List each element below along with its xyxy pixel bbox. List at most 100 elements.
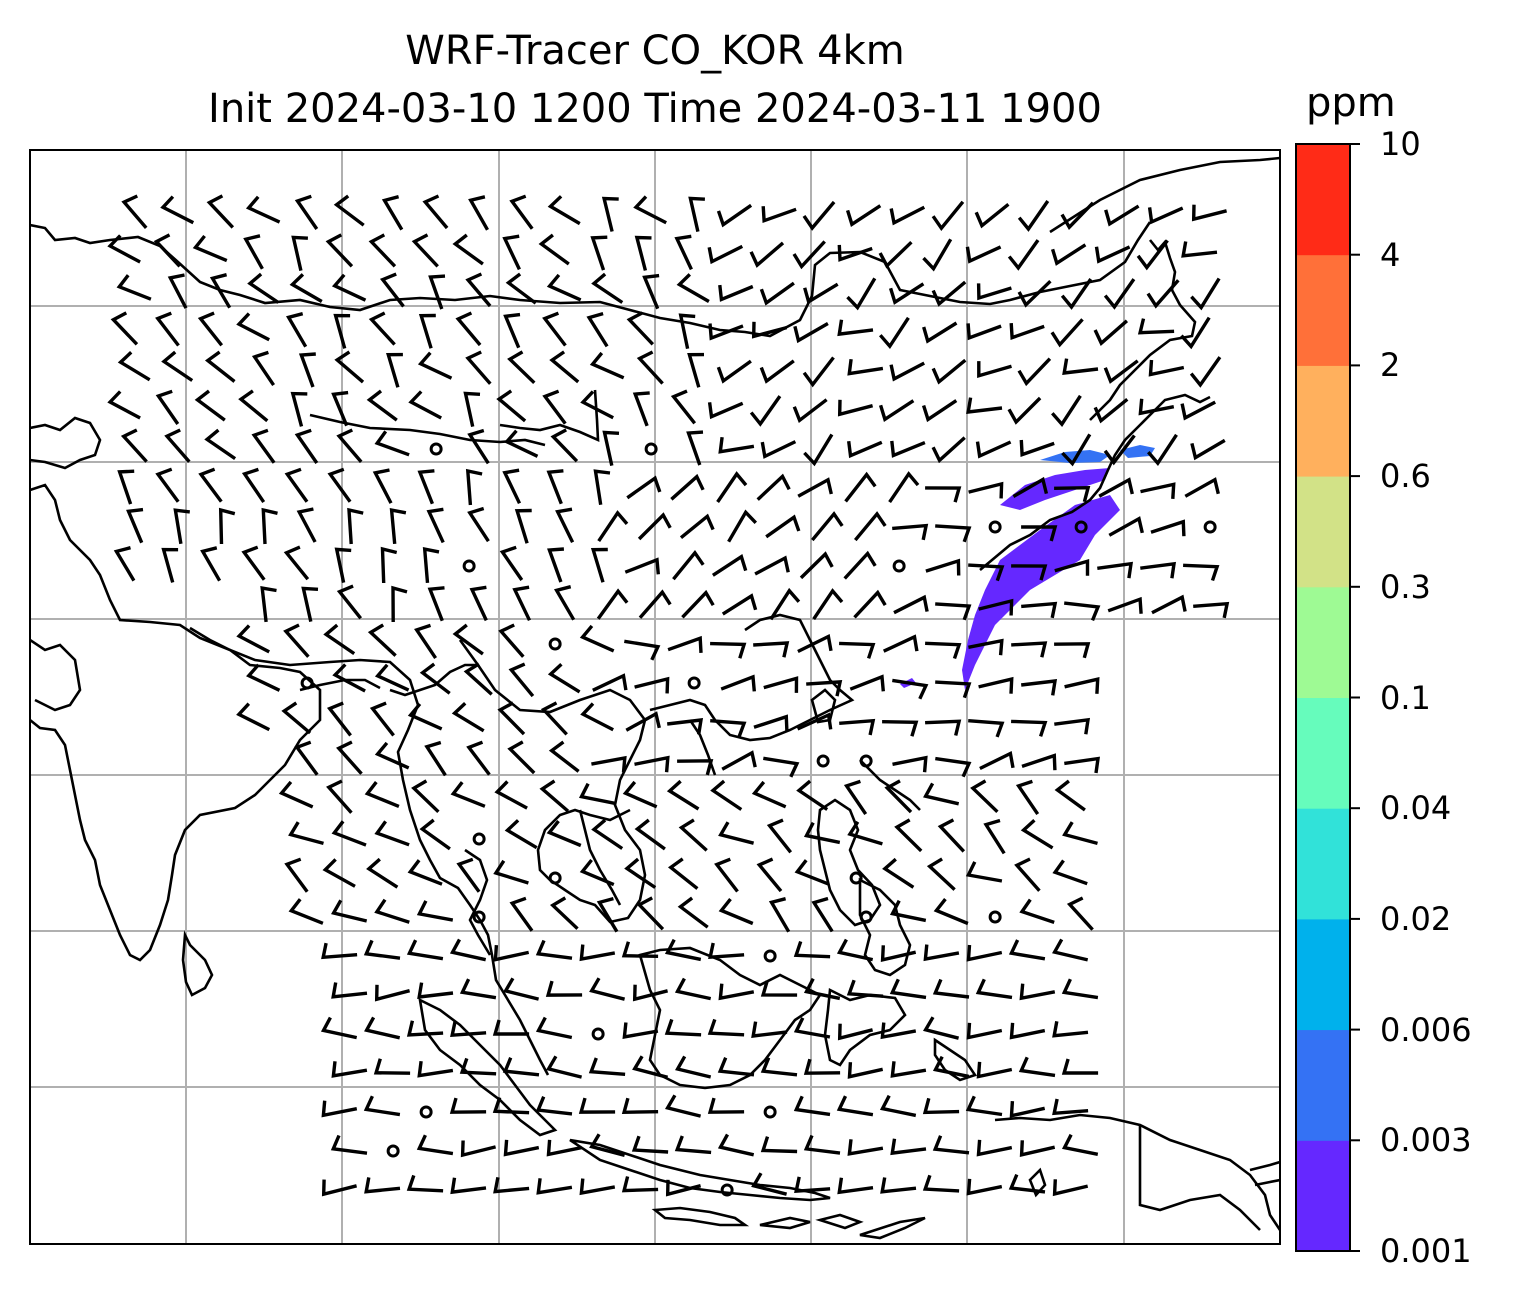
wind-barb-69 bbox=[846, 277, 877, 311]
wind-barb-160 bbox=[294, 428, 319, 464]
wind-barb-63 bbox=[591, 272, 624, 304]
wind-barb-266 bbox=[812, 588, 844, 621]
wind-barb-50 bbox=[1136, 239, 1169, 271]
wind-barb-200 bbox=[968, 481, 1004, 499]
wind-barb-8 bbox=[468, 195, 489, 231]
wind-barb-65 bbox=[676, 273, 710, 303]
calm-marker-21 bbox=[763, 1105, 777, 1119]
wind-barb-351 bbox=[326, 779, 353, 814]
colorbar-segment-6 bbox=[1296, 476, 1350, 588]
colorbar-segment-1 bbox=[1296, 1029, 1350, 1141]
wind-barb-457 bbox=[406, 1020, 444, 1037]
wind-barb-188 bbox=[465, 468, 483, 506]
wind-barb-431 bbox=[836, 938, 874, 962]
wind-barb-314 bbox=[281, 701, 312, 735]
wind-barb-423 bbox=[449, 938, 487, 962]
wind-barb-367 bbox=[1015, 779, 1040, 816]
wind-barb-317 bbox=[407, 702, 443, 731]
wind-barb-377 bbox=[678, 818, 708, 852]
wind-barb-28 bbox=[192, 234, 228, 263]
wind-barb-17 bbox=[845, 204, 882, 227]
wind-barb-31 bbox=[325, 233, 354, 268]
wind-barb-42 bbox=[792, 240, 826, 270]
wind-barb-29 bbox=[243, 234, 264, 270]
calm-marker-3 bbox=[1074, 520, 1088, 534]
wind-barb-12 bbox=[633, 195, 667, 225]
wind-barb-246 bbox=[925, 558, 961, 576]
wind-barb-149 bbox=[921, 399, 958, 423]
wind-barb-371 bbox=[374, 820, 410, 847]
wind-barb-415 bbox=[811, 896, 834, 933]
wind-barb-418 bbox=[1019, 898, 1055, 925]
wind-barb-295 bbox=[246, 663, 281, 692]
wind-barb-401 bbox=[965, 861, 1003, 883]
colorbar-tick-label: 0.6 bbox=[1380, 457, 1431, 496]
wind-barb-5 bbox=[333, 194, 365, 227]
wind-barb-258 bbox=[469, 585, 488, 622]
wind-barb-232 bbox=[241, 545, 266, 581]
wind-barb-353 bbox=[411, 779, 440, 814]
wind-barb-530 bbox=[621, 1176, 659, 1193]
wind-barb-59 bbox=[428, 274, 446, 310]
wind-barb-515 bbox=[760, 1136, 798, 1154]
wind-barb-125 bbox=[1017, 357, 1052, 387]
wind-barb-70 bbox=[888, 282, 925, 305]
wind-barb-370 bbox=[331, 820, 367, 847]
wind-barb-229 bbox=[113, 546, 136, 582]
wind-barb-299 bbox=[463, 662, 493, 696]
colorbar-segment-0 bbox=[1296, 1140, 1350, 1252]
wind-barb-429 bbox=[708, 942, 745, 960]
wind-barb-471 bbox=[1052, 1020, 1089, 1038]
wind-barb-227 bbox=[1108, 516, 1144, 537]
wind-barb-487 bbox=[976, 1061, 1013, 1079]
wind-barb-237 bbox=[499, 545, 524, 581]
wind-barb-204 bbox=[1140, 482, 1176, 500]
wind-barb-525 bbox=[406, 1174, 444, 1193]
wind-barb-86 bbox=[455, 311, 482, 347]
wind-barb-21 bbox=[1017, 200, 1050, 232]
wind-barb-131 bbox=[155, 389, 180, 425]
wind-barb-222 bbox=[810, 511, 844, 542]
wind-barb-7 bbox=[422, 194, 449, 230]
wind-barb-524 bbox=[364, 1177, 401, 1194]
wind-barb-405 bbox=[331, 899, 368, 923]
wind-barb-485 bbox=[890, 1061, 927, 1078]
wind-barb-511 bbox=[589, 1133, 626, 1157]
wind-barb-261 bbox=[596, 588, 629, 620]
wind-barb-331 bbox=[1011, 719, 1048, 737]
wind-barb-223 bbox=[853, 511, 887, 542]
wind-barb-475 bbox=[459, 1057, 497, 1076]
wind-barb-239 bbox=[590, 547, 608, 583]
wind-barb-57 bbox=[331, 273, 367, 302]
wind-barb-337 bbox=[466, 740, 491, 776]
wind-barb-376 bbox=[634, 818, 666, 851]
wind-barb-396 bbox=[714, 857, 739, 893]
wind-barb-61 bbox=[505, 272, 537, 305]
wind-barb-278 bbox=[323, 623, 356, 656]
wind-barb-417 bbox=[933, 898, 969, 926]
wind-barb-397 bbox=[756, 857, 783, 893]
wind-barb-263 bbox=[681, 589, 715, 619]
wind-barb-437 bbox=[331, 982, 368, 999]
wind-barb-117 bbox=[687, 352, 705, 388]
wind-barb-253 bbox=[260, 586, 277, 623]
wind-barb-39 bbox=[674, 234, 693, 271]
wind-barb-435 bbox=[1008, 939, 1046, 961]
wind-barb-473 bbox=[373, 1058, 411, 1075]
wind-barb-102 bbox=[1137, 318, 1175, 335]
wind-barb-286 bbox=[710, 641, 747, 659]
wind-barb-310 bbox=[978, 676, 1014, 694]
wind-barb-198 bbox=[888, 471, 920, 504]
wind-barb-193 bbox=[670, 473, 705, 501]
wind-barb-99 bbox=[1009, 322, 1045, 340]
wind-barb-378 bbox=[718, 821, 755, 845]
wind-barb-400 bbox=[926, 857, 956, 891]
wind-barb-466 bbox=[837, 1023, 874, 1041]
wind-barb-78 bbox=[110, 311, 139, 346]
wind-barb-293 bbox=[1011, 641, 1048, 658]
wind-barb-301 bbox=[547, 663, 581, 694]
wind-barb-228 bbox=[1150, 519, 1186, 537]
wind-barb-106 bbox=[204, 350, 236, 383]
calm-marker-5 bbox=[462, 559, 476, 573]
